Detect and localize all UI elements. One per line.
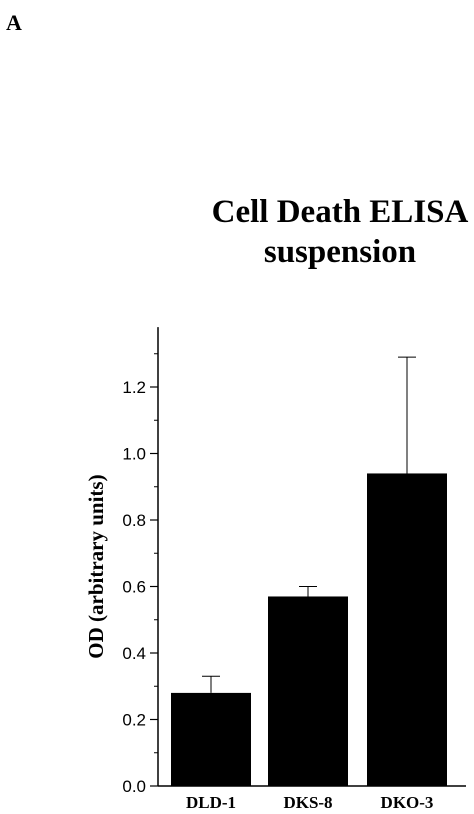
y-tick-label: 0.2: [122, 711, 146, 730]
bar-dks-8: [268, 596, 348, 786]
bars: [171, 356, 447, 786]
y-tick-label: 0.6: [122, 578, 146, 597]
chart-title-line-1: Cell Death ELISA: [211, 194, 469, 230]
x-category-label: DKO-3: [381, 793, 434, 812]
chart-title-line-2: suspension: [263, 234, 417, 270]
x-category-label: DLD-1: [186, 793, 236, 812]
x-category-label: DKS-8: [283, 793, 332, 812]
bar-dld-1: [171, 692, 251, 786]
y-tick-label: 0.4: [122, 644, 146, 663]
chart-title: Cell Death ELISA suspension: [175, 192, 474, 272]
y-tick-label: 0.0: [122, 777, 146, 796]
y-tick-label: 1.2: [122, 378, 146, 397]
panel-label: A: [6, 10, 22, 35]
y-tick-label: 0.8: [122, 511, 146, 530]
y-axis-title: OD (arbitrary units): [84, 474, 108, 658]
bar-dko-3: [367, 473, 447, 786]
y-tick-label: 1.0: [122, 445, 146, 464]
labels: 0.0 0.2 0.4 0.6 0.8 1.0 1.2 OD (arbitrary units…: [84, 378, 433, 812]
